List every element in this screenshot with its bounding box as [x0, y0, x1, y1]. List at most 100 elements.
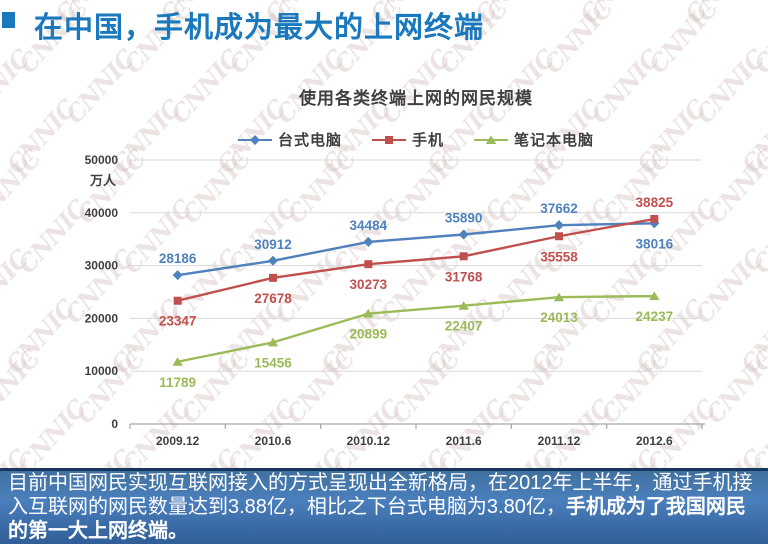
watermark-text: CNNIC [583, 243, 665, 330]
chart-title: 使用各类终端上网的网民规模 [299, 89, 533, 108]
watermark-text: CNNIC [535, 393, 617, 480]
svg-text:30000: 30000 [85, 259, 119, 273]
data-label: 34484 [350, 218, 388, 233]
legend-item-0: 台式电脑 [237, 129, 342, 150]
y-axis-labels: 0 10000 20000 30000 40000 50000 万人 [85, 153, 119, 431]
watermark-text: CNNIC [595, 143, 677, 230]
x-tick-label: 2010.6 [255, 434, 292, 448]
watermark-text: CNNIC [0, 343, 46, 430]
data-label: 24013 [540, 310, 578, 325]
watermark-text: CNNIC [11, 193, 93, 280]
series-2: 11789 15456 20899 22407 24013 24237 [159, 291, 673, 390]
watermark-text: CNNIC [115, 393, 197, 480]
page-title: 在中国，手机成为最大的上网终端 [34, 12, 485, 44]
x-tick-label: 2012.6 [636, 434, 673, 448]
legend-item-1: 手机 [371, 129, 444, 150]
watermark-text: CNNIC [699, 343, 768, 430]
svg-text:10000: 10000 [85, 364, 119, 378]
watermark-text: CNNIC [431, 193, 513, 280]
watermark-text: CNNIC [174, 343, 256, 430]
data-label: 28186 [159, 251, 197, 266]
data-label: 11789 [159, 375, 196, 390]
watermark-text: CNNIC [688, 243, 768, 330]
watermark-text: CNNIC [209, 293, 291, 380]
watermark-text: CNNIC [10, 393, 92, 480]
data-label: 23347 [159, 314, 197, 329]
watermark-text: CNNIC [163, 243, 245, 330]
data-label: 30273 [350, 277, 388, 292]
data-label: 22407 [445, 319, 483, 334]
footer-caption: 目前中国网民实现互联网接入的方式呈现出全新格局，在2012年上半年，通过手机接入… [0, 468, 768, 544]
legend-item-2: 笔记本电脑 [474, 129, 594, 150]
data-label: 31768 [445, 269, 483, 284]
footer-text-bold: 手机成为了我国网民的第一大上网终端。 [8, 496, 746, 542]
watermark-text: CNNIC [478, 243, 560, 330]
watermark-text: CNNIC [104, 293, 186, 380]
watermark-text: CNNIC [280, 143, 362, 230]
watermark-text: CNNIC [430, 393, 512, 480]
watermark-text: CNNIC [490, 143, 572, 230]
watermark-text: CNNIC [640, 393, 722, 480]
watermark-text: CNNIC [385, 143, 467, 230]
watermark-text: CNNIC [0, 93, 82, 180]
watermark-text: CNNIC [0, 43, 36, 130]
y-axis-unit: 万人 [89, 173, 117, 188]
slide-header: 在中国，手机成为最大的上网终端 [0, 0, 768, 52]
data-label: 37662 [540, 201, 578, 216]
watermark-text: CNNIC [641, 193, 723, 280]
watermark-text: CNNIC [700, 143, 768, 230]
watermark-text: CNNIC [58, 243, 140, 330]
watermark-text: CNNIC [0, 243, 35, 330]
legend-label: 笔记本电脑 [514, 132, 595, 149]
watermark-text: CNNIC [116, 193, 198, 280]
watermark-text: CNNIC [745, 393, 768, 480]
watermark-text: CNNIC [0, 293, 81, 380]
svg-text:0: 0 [111, 417, 118, 431]
x-tick-label: 2011.6 [446, 434, 482, 448]
watermark-text: CNNIC [326, 193, 408, 280]
gridlines [130, 159, 702, 372]
watermark-text: CNNIC [734, 293, 768, 380]
series-0: 28186 30912 34484 35890 37662 38016 [159, 201, 674, 281]
footer-paragraph: 目前中国网民实现互联网接入的方式呈现出全新格局，在2012年上半年，通过手机接入… [8, 471, 760, 543]
data-label: 15456 [254, 355, 292, 370]
watermark-text: CNNIC [279, 343, 361, 430]
watermark-text: CNNIC [489, 343, 571, 430]
watermark-text: CNNIC [59, 43, 141, 130]
x-tick-label: 2011.12 [538, 434, 581, 448]
watermark-text: CNNIC [735, 93, 768, 180]
footer-text: 目前中国网民实现互联网接入的方式呈现出全新格局，在2012年上半年，通过手机接入… [8, 472, 753, 518]
watermark-text: CNNIC [0, 143, 47, 230]
watermark-text: CNNIC [419, 293, 501, 380]
data-label: 20899 [350, 327, 388, 342]
chart-legend: 台式电脑 手机 笔记本电脑 [130, 129, 702, 150]
data-label: 30912 [254, 237, 292, 252]
series-1: 23347 27678 30273 31768 35558 38825 [159, 195, 674, 329]
watermark-text: CNNIC [221, 193, 303, 280]
diamond-marker-icon [237, 134, 272, 145]
watermark-text: CNNIC [175, 143, 257, 230]
watermark-text: CNNIC [70, 143, 152, 230]
x-tick-label: 2009.12 [156, 434, 200, 448]
x-axis: 2009.12 2010.6 2010.12 2011.6 2011.12 2012.6 [129, 423, 705, 448]
watermark-text: CNNIC [524, 293, 606, 380]
watermark-text: CNNIC [268, 243, 350, 330]
watermark-text: CNNIC [325, 393, 407, 480]
watermark-text: CNNIC [220, 393, 302, 480]
data-label: 35890 [445, 211, 483, 226]
watermark-text: CNNIC [69, 343, 151, 430]
legend-label: 台式电脑 [277, 132, 342, 149]
legend-label: 手机 [411, 132, 444, 149]
watermark-text: CNNIC [314, 293, 396, 380]
svg-text:20000: 20000 [85, 311, 119, 325]
watermark-text: CNNIC [384, 343, 466, 430]
svg-text:50000: 50000 [85, 153, 119, 167]
data-label: 38825 [636, 195, 674, 210]
square-marker-icon [371, 135, 406, 144]
data-label: 27678 [254, 291, 292, 306]
watermark-text: CNNIC [629, 293, 711, 380]
data-label: 38016 [636, 236, 674, 251]
